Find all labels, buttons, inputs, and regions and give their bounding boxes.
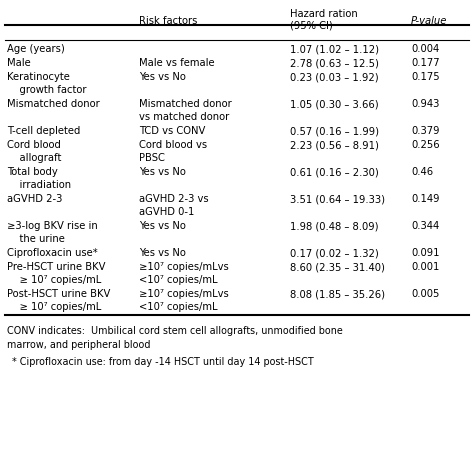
Text: 0.23 (0.03 – 1.92): 0.23 (0.03 – 1.92) [291,72,379,82]
Text: Cord blood vs: Cord blood vs [139,140,208,150]
Text: ≥10⁷ copies/mLvs: ≥10⁷ copies/mLvs [139,262,229,272]
Text: TCD vs CONV: TCD vs CONV [139,126,206,136]
Text: Mismatched donor: Mismatched donor [7,99,100,109]
Text: PBSC: PBSC [139,153,165,163]
Text: 1.07 (1.02 – 1.12): 1.07 (1.02 – 1.12) [291,44,379,54]
Text: 0.46: 0.46 [411,167,433,177]
Text: 1.98 (0.48 – 8.09): 1.98 (0.48 – 8.09) [291,221,379,231]
Text: aGVHD 0-1: aGVHD 0-1 [139,207,195,217]
Text: 0.175: 0.175 [411,72,440,82]
Text: Keratinocyte: Keratinocyte [7,72,70,82]
Text: <10⁷ copies/mL: <10⁷ copies/mL [139,302,218,312]
Text: aGVHD 2-3: aGVHD 2-3 [7,194,63,204]
Text: ≥10⁷ copies/mLvs: ≥10⁷ copies/mLvs [139,289,229,299]
Text: * Ciprofloxacin use: from day -14 HSCT until day 14 post-HSCT: * Ciprofloxacin use: from day -14 HSCT u… [12,357,313,367]
Text: allograft: allograft [7,153,62,163]
Text: 0.091: 0.091 [411,248,440,258]
Text: 0.61 (0.16 – 2.30): 0.61 (0.16 – 2.30) [291,167,379,177]
Text: Age (years): Age (years) [7,44,65,54]
Text: 0.149: 0.149 [411,194,440,204]
Text: 0.344: 0.344 [411,221,439,231]
Text: 8.60 (2.35 – 31.40): 8.60 (2.35 – 31.40) [291,262,385,272]
Text: ≥3-log BKV rise in: ≥3-log BKV rise in [7,221,98,231]
Text: <10⁷ copies/mL: <10⁷ copies/mL [139,275,218,285]
Text: P-value: P-value [411,16,447,26]
Text: Hazard ration: Hazard ration [291,9,358,19]
Text: aGVHD 2-3 vs: aGVHD 2-3 vs [139,194,209,204]
Text: 0.001: 0.001 [411,262,439,272]
Text: marrow, and peripheral blood: marrow, and peripheral blood [7,340,151,349]
Text: ≥ 10⁷ copies/mL: ≥ 10⁷ copies/mL [7,302,101,312]
Text: Male: Male [7,58,31,68]
Text: ≥ 10⁷ copies/mL: ≥ 10⁷ copies/mL [7,275,101,285]
Text: Ciprofloxacin use*: Ciprofloxacin use* [7,248,98,258]
Text: CONV indicates:  Umbilical cord stem cell allografts, unmodified bone: CONV indicates: Umbilical cord stem cell… [7,326,343,336]
Text: Yes vs No: Yes vs No [139,221,186,231]
Text: the urine: the urine [7,234,65,244]
Text: 0.943: 0.943 [411,99,439,109]
Text: 0.005: 0.005 [411,289,439,299]
Text: 2.78 (0.63 – 12.5): 2.78 (0.63 – 12.5) [291,58,379,68]
Text: T-cell depleted: T-cell depleted [7,126,81,136]
Text: 0.57 (0.16 – 1.99): 0.57 (0.16 – 1.99) [291,126,379,136]
Text: 0.17 (0.02 – 1.32): 0.17 (0.02 – 1.32) [291,248,379,258]
Text: Yes vs No: Yes vs No [139,167,186,177]
Text: 0.379: 0.379 [411,126,440,136]
Text: Yes vs No: Yes vs No [139,248,186,258]
Text: 2.23 (0.56 – 8.91): 2.23 (0.56 – 8.91) [291,140,379,150]
Text: Total body: Total body [7,167,58,177]
Text: vs matched donor: vs matched donor [139,112,230,122]
Text: Male vs female: Male vs female [139,58,215,68]
Text: Mismatched donor: Mismatched donor [139,99,232,109]
Text: 8.08 (1.85 – 35.26): 8.08 (1.85 – 35.26) [291,289,385,299]
Text: growth factor: growth factor [7,85,87,95]
Text: irradiation: irradiation [7,180,71,190]
Text: 1.05 (0.30 – 3.66): 1.05 (0.30 – 3.66) [291,99,379,109]
Text: Cord blood: Cord blood [7,140,61,150]
Text: Risk factors: Risk factors [139,16,198,26]
Text: Pre-HSCT urine BKV: Pre-HSCT urine BKV [7,262,106,272]
Text: (95% CI): (95% CI) [291,20,333,30]
Text: 0.177: 0.177 [411,58,440,68]
Text: Yes vs No: Yes vs No [139,72,186,82]
Text: 0.256: 0.256 [411,140,440,150]
Text: 3.51 (0.64 – 19.33): 3.51 (0.64 – 19.33) [291,194,385,204]
Text: Post-HSCT urine BKV: Post-HSCT urine BKV [7,289,110,299]
Text: 0.004: 0.004 [411,44,439,54]
